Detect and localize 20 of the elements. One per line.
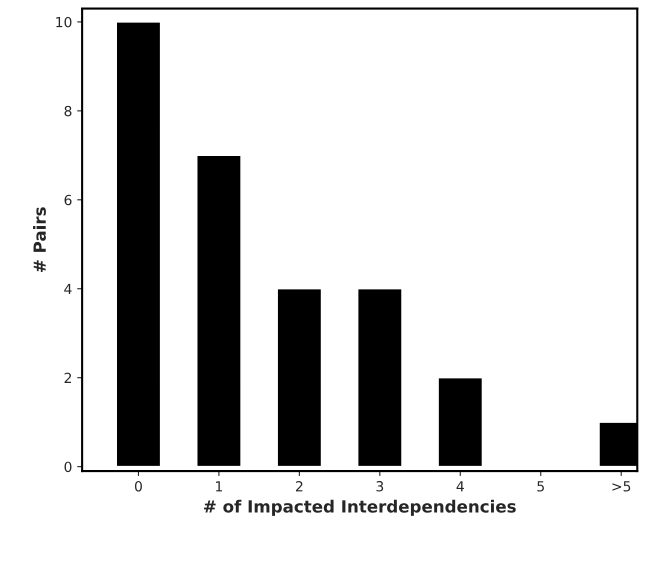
y-axis-title: # Pairs xyxy=(33,207,46,272)
y-tick-label: 10 xyxy=(56,16,72,28)
y-tick-label: 0 xyxy=(64,462,72,472)
x-tick-label: 5 xyxy=(537,481,544,492)
bar xyxy=(276,288,322,468)
y-tick-label: 6 xyxy=(64,194,72,206)
bar xyxy=(437,376,484,468)
x-tick-label: 1 xyxy=(216,481,222,492)
bar xyxy=(357,288,403,468)
x-tick-label: 3 xyxy=(376,481,384,492)
y-tick-label: 2 xyxy=(64,372,72,383)
x-axis-title: # of Impacted Interdependencies xyxy=(204,500,516,516)
x-tick-label: 4 xyxy=(456,481,464,492)
y-tick-label: 8 xyxy=(64,106,72,116)
y-tick-label: 4 xyxy=(64,284,72,294)
x-tick-label: 2 xyxy=(296,481,302,492)
bar xyxy=(196,154,242,468)
bar xyxy=(116,21,162,468)
x-tick-label: >5 xyxy=(612,481,630,492)
x-tick-label: 0 xyxy=(134,481,142,492)
